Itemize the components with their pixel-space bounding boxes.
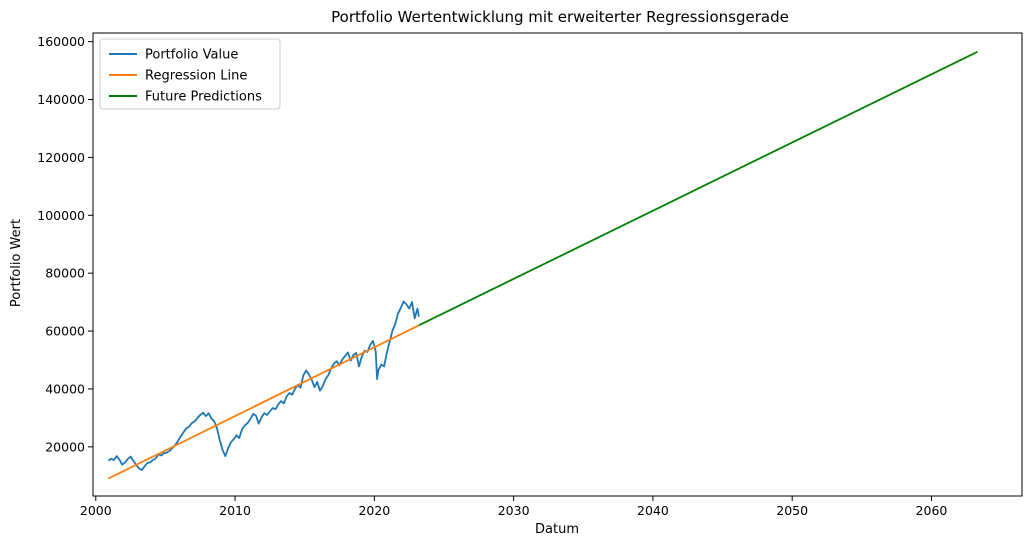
y-axis-label: Portfolio Wert — [9, 219, 24, 307]
x-tick-label: 2050 — [776, 503, 808, 518]
legend-label-regression-line: Regression Line — [145, 69, 247, 84]
series-line-future-predictions — [418, 50, 978, 327]
plot-frame — [92, 32, 1023, 497]
x-tick-label: 2030 — [498, 503, 530, 518]
x-tick-label: 2010 — [219, 503, 251, 518]
y-tick-label: 20000 — [45, 439, 85, 454]
x-tick-label: 2020 — [358, 503, 390, 518]
x-tick-label: 2040 — [637, 503, 669, 518]
legend-box — [99, 38, 281, 110]
plot-area: 2000 2010 2020 2030 2040 2050 2060 20000 40000 60… — [37, 32, 1023, 518]
y-tick-label: 40000 — [45, 381, 85, 396]
y-tick-label: 140000 — [37, 92, 85, 107]
series-line-regression-line — [107, 324, 420, 480]
y-tick-label: 80000 — [45, 266, 85, 281]
y-tick-label: 100000 — [37, 208, 85, 223]
y-tick-label: 60000 — [45, 324, 85, 339]
y-tick-label: 120000 — [37, 150, 85, 165]
x-tick-label: 2000 — [80, 503, 112, 518]
x-tick-label: 2060 — [916, 503, 948, 518]
x-axis-label: Datum — [535, 522, 579, 537]
legend-label-portfolio-value: Portfolio Value — [145, 48, 238, 63]
y-tick-label: 160000 — [37, 34, 85, 49]
series-line-portfolio-value — [107, 300, 420, 471]
legend-label-future-predictions: Future Predictions — [145, 90, 262, 105]
chart-title: Portfolio Wertentwicklung mit erweiterte… — [331, 8, 789, 26]
